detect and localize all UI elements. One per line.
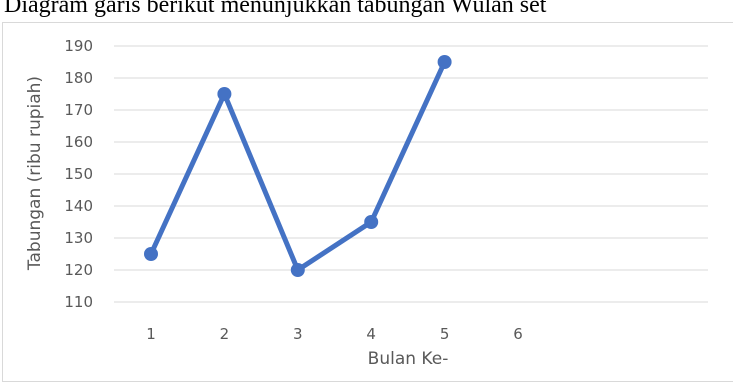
y-tick-label: 120 (64, 261, 93, 279)
y-tick-label: 110 (64, 293, 93, 311)
gridlines (114, 45, 708, 303)
line-chart: 110 120 130 140 150 160 170 180 190 1 2 3 4 5 6 Tabun… (25, 37, 708, 369)
data-point (144, 247, 158, 261)
x-tick-label: 2 (220, 325, 230, 343)
page-heading: Diagram garis berikut menunjukkan tabung… (4, 0, 547, 18)
y-tick-label: 150 (64, 165, 93, 183)
data-point (364, 215, 379, 229)
y-tick-label: 180 (64, 69, 93, 87)
x-tick-label: 3 (293, 325, 303, 343)
data-point (290, 263, 305, 277)
y-tick-label: 170 (64, 101, 93, 119)
x-tick-labels: 1 2 3 4 5 6 (146, 325, 523, 343)
data-points (144, 55, 452, 277)
y-tick-label: 160 (64, 133, 93, 151)
y-axis-title: Tabungan (ribu rupiah) (25, 76, 45, 271)
y-tick-label: 140 (64, 197, 93, 215)
data-point (217, 87, 232, 101)
data-point (437, 55, 452, 69)
x-tick-label: 4 (366, 325, 376, 343)
y-tick-labels: 110 120 130 140 150 160 170 180 190 (64, 37, 93, 311)
y-tick-label: 190 (64, 37, 93, 55)
x-tick-label: 5 (440, 325, 450, 343)
x-tick-label: 6 (513, 325, 523, 343)
x-tick-label: 1 (146, 325, 156, 343)
series-line (148, 59, 448, 273)
y-tick-label: 130 (64, 229, 93, 247)
x-axis-title: Bulan Ke- (368, 349, 449, 369)
